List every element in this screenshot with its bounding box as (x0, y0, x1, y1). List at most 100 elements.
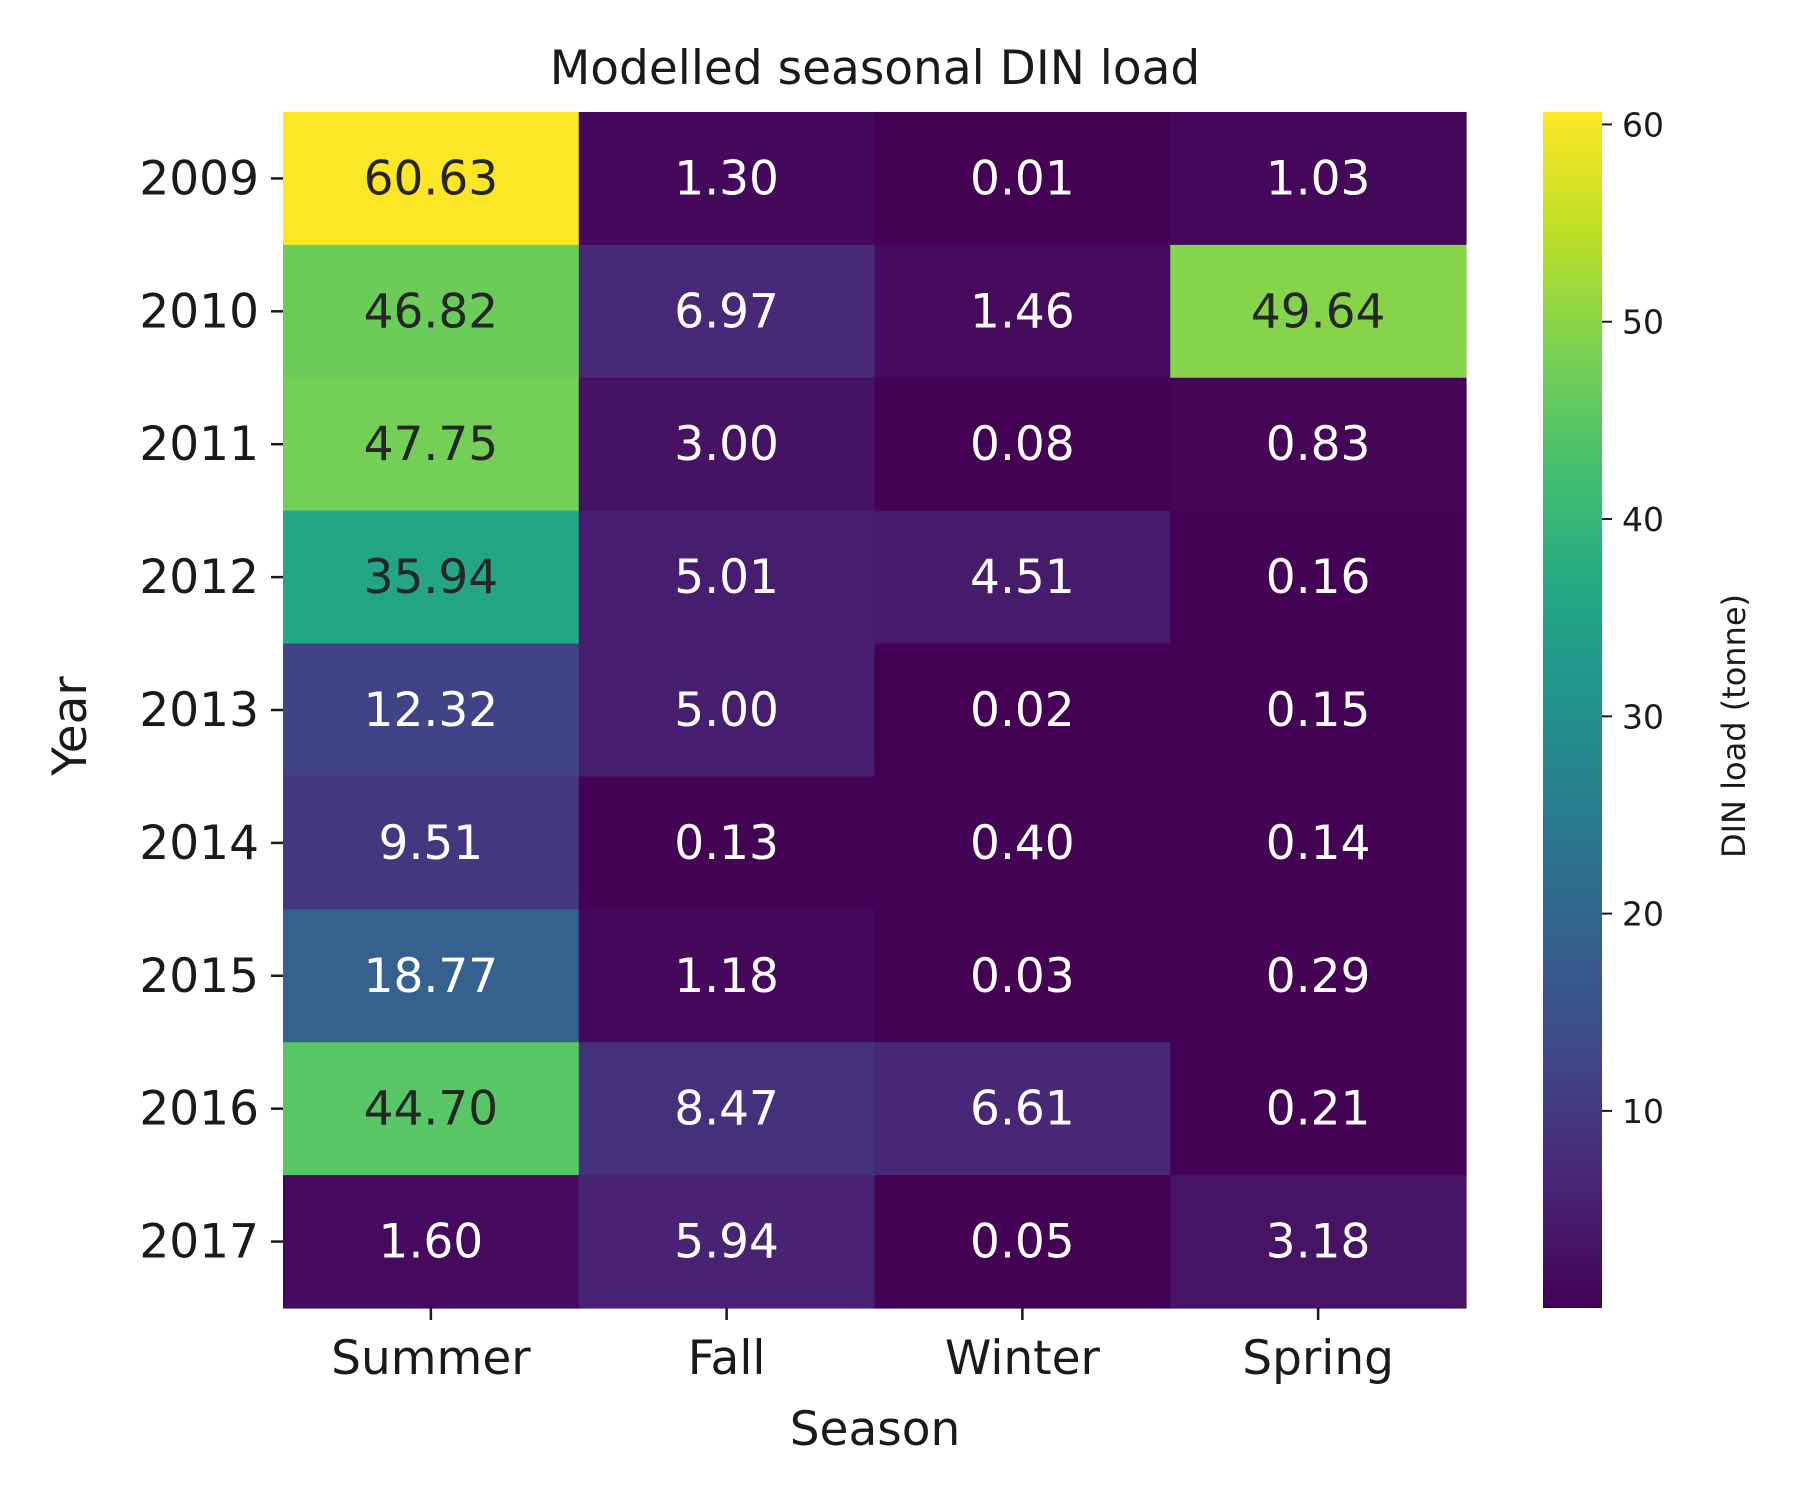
heatmap-cell (283, 377, 580, 512)
heatmap-cell (578, 510, 876, 645)
cell-value-label: 0.02 (970, 683, 1075, 738)
cell-value-label: 0.05 (970, 1215, 1075, 1270)
cell-value-label: 5.01 (674, 550, 779, 605)
cell-value-label: 47.75 (364, 417, 499, 472)
cell-value-label: 1.46 (970, 284, 1075, 339)
colorbar-tick-label: 50 (1622, 303, 1664, 342)
heatmap-cell (578, 244, 876, 379)
cell-value-label: 0.14 (1266, 816, 1371, 871)
cell-value-label: 60.63 (364, 151, 499, 206)
y-tick-label: 2015 (139, 949, 259, 1004)
heatmap-cell (283, 776, 580, 910)
heatmap-cell (283, 643, 580, 778)
heatmap-cell (874, 510, 1171, 645)
x-axis-label: Season (790, 1402, 961, 1457)
heatmap-cell (578, 377, 876, 512)
cell-value-label: 0.29 (1266, 949, 1371, 1004)
heatmap-cell (874, 1042, 1171, 1176)
heatmap-cell (283, 1042, 580, 1176)
x-tick-label: Winter (945, 1331, 1101, 1386)
y-tick-label: 2013 (139, 683, 259, 738)
cell-value-label: 4.51 (970, 550, 1075, 605)
cell-value-label: 1.60 (379, 1215, 484, 1270)
cell-value-label: 5.94 (674, 1215, 779, 1270)
heatmap-cell (1170, 1175, 1467, 1309)
heatmap-cell (874, 1175, 1171, 1309)
cell-value-label: 0.13 (674, 816, 779, 871)
heatmap-cell (1170, 377, 1467, 512)
cell-value-label: 46.82 (364, 284, 499, 339)
colorbar-tick-label: 10 (1622, 1092, 1664, 1131)
y-axis-label: Year (43, 676, 98, 777)
cell-value-label: 0.83 (1266, 417, 1371, 472)
cell-value-label: 18.77 (364, 949, 499, 1004)
cell-value-label: 35.94 (364, 550, 499, 605)
cell-value-label: 0.01 (970, 151, 1075, 206)
y-tick-label: 2011 (139, 417, 259, 472)
cell-value-label: 44.70 (364, 1082, 499, 1137)
y-tick-label: 2014 (139, 816, 259, 871)
heatmap-cell (874, 776, 1171, 910)
cell-value-label: 3.18 (1266, 1215, 1371, 1270)
heatmap-cell (578, 776, 876, 910)
heatmap-cell (283, 1175, 580, 1309)
cell-value-label: 0.16 (1266, 550, 1371, 605)
y-tick-label: 2012 (139, 550, 259, 605)
heatmap-cell (1170, 1042, 1467, 1176)
colorbar-gradient (1543, 112, 1602, 1308)
x-axis: Summer Fall Winter Spring (331, 1308, 1394, 1386)
heatmap-cell (578, 112, 876, 246)
x-tick-label: Spring (1242, 1331, 1394, 1386)
heatmap-cell (283, 510, 580, 645)
cell-value-label: 8.47 (674, 1082, 779, 1137)
y-axis: 2009 2010 2011 2012 2013 2014 2015 2016 2017 (139, 151, 283, 1270)
cell-value-label: 49.64 (1251, 284, 1386, 339)
colorbar-tick-label: 60 (1622, 105, 1664, 144)
cell-value-label: 6.61 (970, 1082, 1075, 1137)
heatmap-cell (1170, 510, 1467, 645)
colorbar: 10 20 30 40 50 60 (1543, 105, 1664, 1308)
heatmap-cell (1170, 909, 1467, 1043)
heatmap-cell (578, 643, 876, 778)
y-tick-label: 2009 (139, 151, 259, 206)
cell-value-label: 0.03 (970, 949, 1075, 1004)
cell-value-label: 6.97 (674, 284, 779, 339)
y-tick-label: 2010 (139, 284, 259, 339)
heatmap-cell (874, 377, 1171, 512)
x-tick-label: Summer (331, 1331, 531, 1386)
heatmap-cell (578, 909, 876, 1043)
heatmap-cell (578, 1175, 876, 1309)
heatmap-cell (874, 244, 1171, 379)
cell-value-label: 1.30 (674, 151, 779, 206)
heatmap-cells: 60.63 1.30 0.01 1.03 46.82 6.97 1.46 49.64 47.75… (283, 112, 1467, 1309)
cell-value-label: 1.03 (1266, 151, 1371, 206)
cell-value-label: 1.18 (674, 949, 779, 1004)
heatmap-cell (874, 909, 1171, 1043)
y-tick-label: 2016 (139, 1082, 259, 1137)
heatmap-cell (283, 244, 580, 379)
heatmap-cell (1170, 112, 1467, 246)
chart-title: Modelled seasonal DIN load (550, 41, 1201, 96)
x-tick-label: Fall (688, 1331, 766, 1386)
cell-value-label: 0.08 (970, 417, 1075, 472)
colorbar-tick-label: 40 (1622, 500, 1664, 539)
cell-value-label: 0.40 (970, 816, 1075, 871)
heatmap-cell (1170, 643, 1467, 778)
colorbar-tick-label: 30 (1622, 697, 1664, 736)
heatmap-cell (874, 112, 1171, 246)
cell-value-label: 5.00 (674, 683, 779, 738)
heatmap-cell (874, 643, 1171, 778)
heatmap-cell (283, 909, 580, 1043)
heatmap-cell (1170, 776, 1467, 910)
heatmap-cell (1170, 244, 1467, 379)
cell-value-label: 9.51 (379, 816, 484, 871)
heatmap-cell (283, 112, 580, 246)
cell-value-label: 3.00 (674, 417, 779, 472)
y-tick-label: 2017 (139, 1215, 259, 1270)
heatmap-cell (578, 1042, 876, 1176)
colorbar-tick-label: 20 (1622, 895, 1664, 934)
colorbar-label: DIN load (tonne) (1715, 594, 1753, 858)
cell-value-label: 0.15 (1266, 683, 1371, 738)
cell-value-label: 0.21 (1266, 1082, 1371, 1137)
